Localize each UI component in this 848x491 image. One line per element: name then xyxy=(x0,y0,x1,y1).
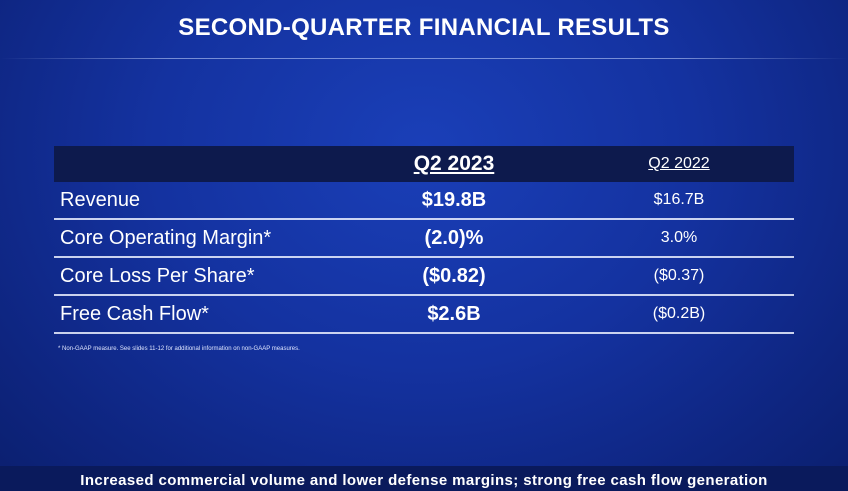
footnote: * Non-GAAP measure. See slides 11-12 for… xyxy=(58,346,300,352)
value-q2-2023: (2.0)% xyxy=(424,226,484,249)
row-label: Free Cash Flow* xyxy=(60,302,209,325)
table-row-revenue: Revenue $19.8B $16.7B xyxy=(54,182,794,220)
table-row-core-loss-per-share: Core Loss Per Share* ($0.82) ($0.37) xyxy=(54,258,794,296)
title-divider xyxy=(0,58,848,59)
row-label: Revenue xyxy=(60,188,141,211)
tagline: Increased commercial volume and lower de… xyxy=(80,472,768,489)
value-q2-2023: $2.6B xyxy=(427,302,481,325)
bottom-band xyxy=(0,466,848,491)
row-label: Core Operating Margin* xyxy=(60,226,272,249)
value-q2-2022: 3.0% xyxy=(660,229,698,246)
financial-results-table: Q2 2023 Q2 2022 Revenue $19.8B $16.7B Co… xyxy=(54,146,794,334)
value-q2-2022: $16.7B xyxy=(653,191,705,208)
value-q2-2023: $19.8B xyxy=(421,188,487,211)
value-q2-2022: ($0.2B) xyxy=(652,305,706,322)
table-row-free-cash-flow: Free Cash Flow* $2.6B ($0.2B) xyxy=(54,296,794,334)
value-q2-2022: ($0.37) xyxy=(653,267,705,284)
header-q2-2022: Q2 2022 xyxy=(648,155,710,172)
header-q2-2023: Q2 2023 xyxy=(413,152,495,175)
value-q2-2023: ($0.82) xyxy=(422,264,486,287)
table-row-core-operating-margin: Core Operating Margin* (2.0)% 3.0% xyxy=(54,220,794,258)
slide-title: SECOND-QUARTER FINANCIAL RESULTS xyxy=(178,14,670,41)
row-label: Core Loss Per Share* xyxy=(60,264,255,287)
table-header-row: Q2 2023 Q2 2022 xyxy=(54,146,794,182)
